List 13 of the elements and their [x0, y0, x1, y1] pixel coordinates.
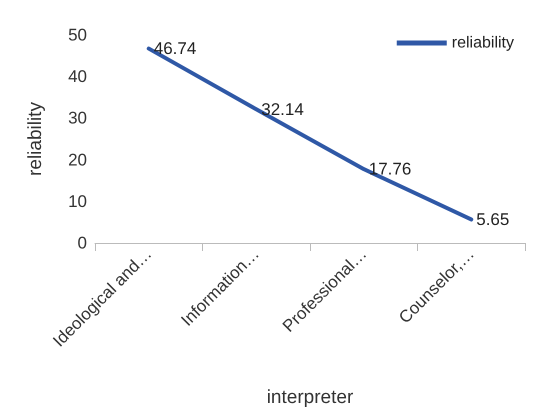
legend-label: reliability [452, 34, 514, 52]
data-label: 32.14 [261, 100, 304, 119]
y-tick-label: 20 [68, 150, 87, 170]
y-tick-label: 10 [68, 192, 87, 211]
y-tick-label: 0 [78, 234, 87, 252]
x-axis-title: interpreter [266, 387, 354, 408]
y-tick-label: 40 [68, 67, 87, 86]
data-label: 5.65 [476, 210, 510, 229]
data-label: 46.74 [154, 39, 196, 58]
y-tick-label: 50 [68, 26, 87, 44]
y-axis-title: reliability [25, 102, 46, 176]
y-tick-label: 30 [68, 108, 87, 128]
data-label: 17.76 [368, 160, 412, 179]
